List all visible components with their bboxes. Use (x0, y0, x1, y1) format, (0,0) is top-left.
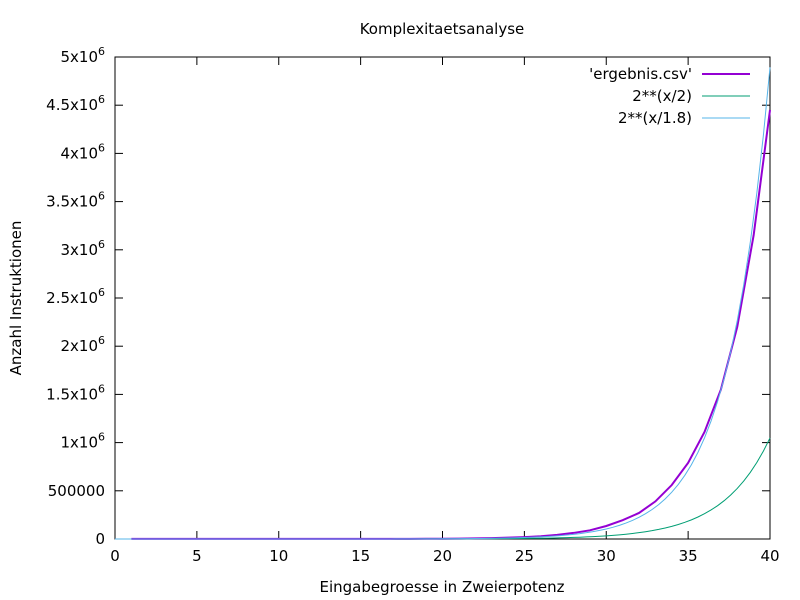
x-tick-label: 15 (351, 547, 370, 565)
plot-area (114, 56, 771, 540)
chart-title: Komplexitaetsanalyse (360, 20, 525, 38)
legend-label: 2**(x/2) (632, 87, 692, 105)
y-tick-label: 5x106 (60, 45, 105, 66)
y-tick-label: 1x106 (60, 431, 105, 452)
y-tick-label: 4x106 (60, 141, 105, 162)
legend-label: 'ergebnis.csv' (589, 65, 692, 83)
x-tick-label: 5 (192, 547, 202, 565)
y-tick-label: 1.5x106 (46, 382, 105, 403)
x-tick-label: 10 (269, 547, 288, 565)
y-tick-label: 3x106 (60, 238, 105, 259)
y-tick-label: 2.5x106 (46, 286, 105, 307)
y-axis-ticks: 0 500000 1x106 1.5x106 2x106 2.5x106 3x106 3.5x… (46, 45, 770, 548)
x-axis-ticks: 0 5 10 15 20 25 30 35 40 (110, 57, 780, 565)
y-tick-label: 3.5x106 (46, 190, 105, 211)
legend-label: 2**(x/1.8) (618, 109, 692, 127)
series-line-1 (115, 437, 771, 540)
x-tick-label: 20 (433, 547, 452, 565)
x-tick-label: 25 (515, 547, 534, 565)
series-line-0 (131, 109, 771, 540)
y-tick-label: 2x106 (60, 334, 105, 355)
y-tick-label: 0 (95, 530, 105, 548)
y-axis-label: Anzahl Instruktionen (7, 221, 25, 376)
legend: 'ergebnis.csv' 2**(x/2) 2**(x/1.8) (589, 65, 750, 127)
plot-border (114, 56, 771, 540)
x-tick-label: 30 (597, 547, 616, 565)
series-line-2 (115, 67, 771, 540)
x-tick-label: 35 (679, 547, 698, 565)
y-tick-label: 4.5x106 (46, 93, 105, 114)
x-tick-label: 40 (760, 547, 779, 565)
y-tick-label: 500000 (48, 482, 105, 500)
x-axis-label: Eingabegroesse in Zweierpotenz (320, 578, 565, 596)
series-layer (115, 67, 771, 540)
x-tick-label: 0 (110, 547, 120, 565)
